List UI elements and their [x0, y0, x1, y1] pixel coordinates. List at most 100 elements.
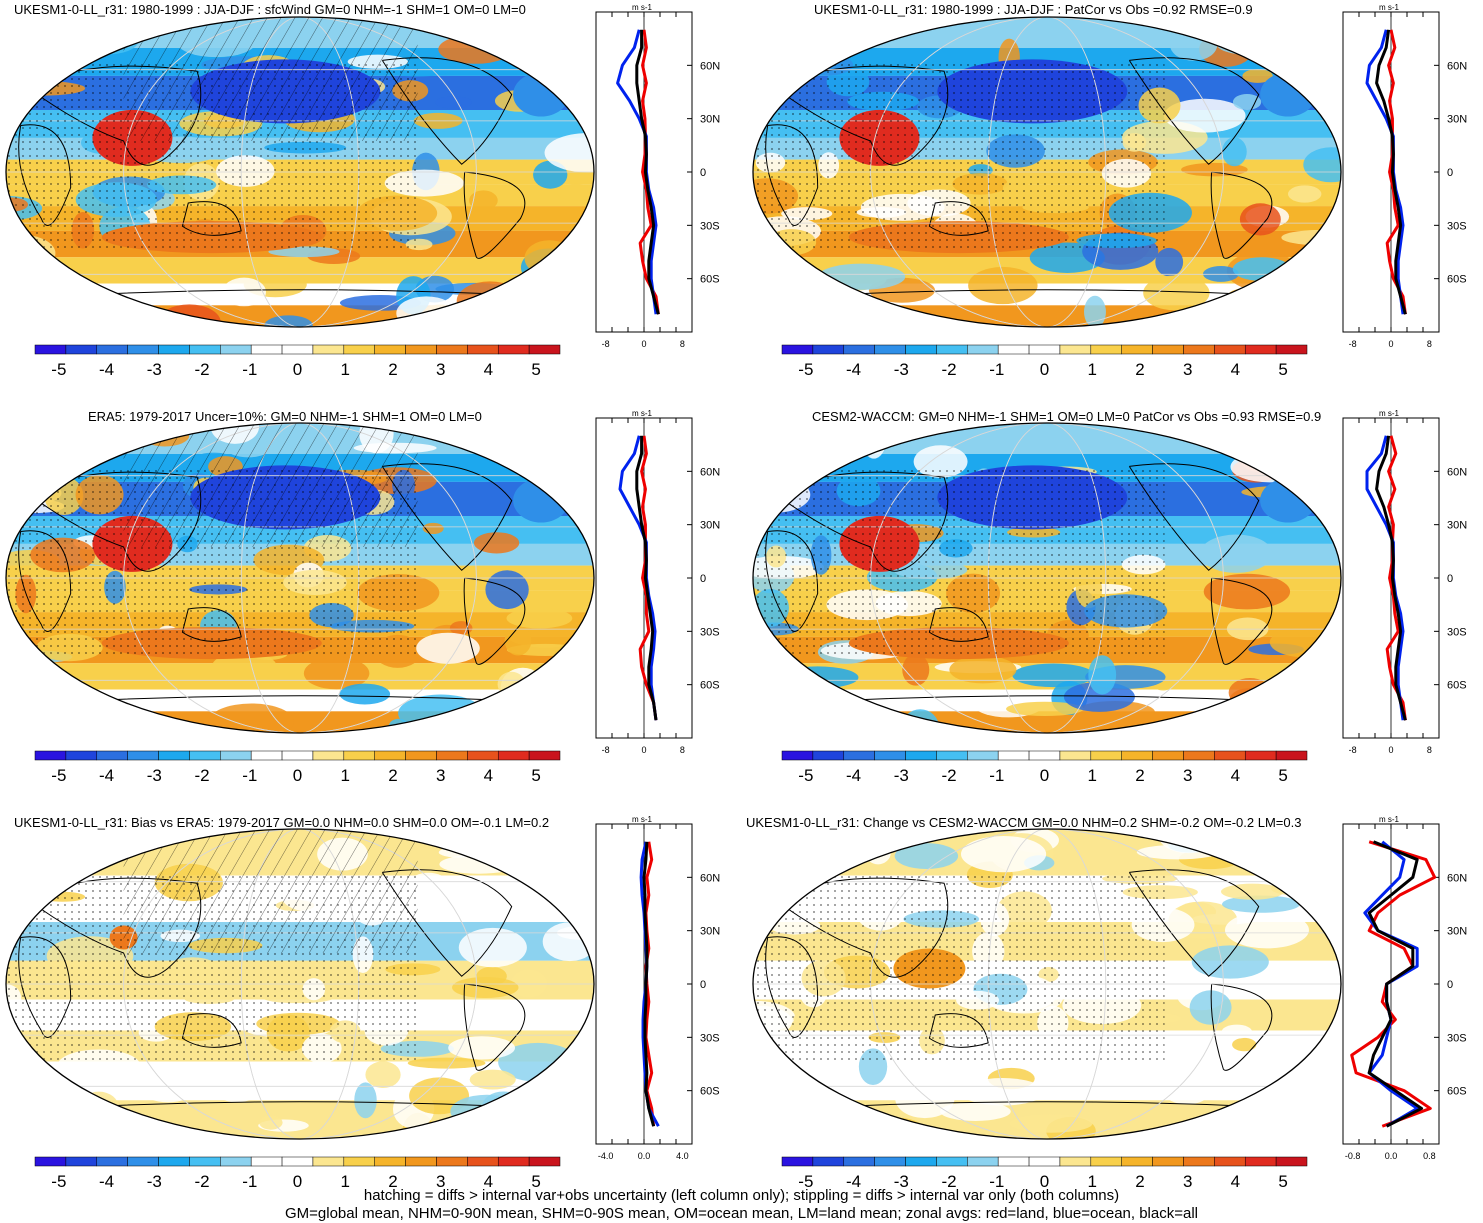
- colorbar-swatch: [528, 750, 561, 761]
- colorbar-tick-label: -4: [99, 766, 114, 785]
- map-border: [5, 16, 595, 328]
- colorbar-tick-label: 0: [293, 360, 302, 379]
- colorbar-swatch: [528, 1156, 561, 1167]
- colorbar-swatch: [812, 344, 845, 355]
- colorbar-swatch: [281, 750, 314, 761]
- map-panel-4: [752, 422, 1342, 734]
- zonal-line-land: [1385, 435, 1407, 721]
- hatching-overlay: [123, 829, 418, 953]
- lat-label: 30N: [700, 114, 720, 126]
- colorbar-swatch: [1059, 344, 1092, 355]
- hatching-overlay: [123, 423, 418, 547]
- colorbar-tick-label: -1: [989, 1172, 1004, 1191]
- lat-label: 0: [1447, 167, 1453, 179]
- colorbar-swatch: [1244, 750, 1277, 761]
- colorbar-tick-label: -5: [798, 360, 813, 379]
- zonal-line-all: [635, 29, 660, 315]
- colorbar-swatch: [874, 1156, 906, 1167]
- xtick-label: 0.0: [638, 1151, 651, 1161]
- colorbar-swatch: [220, 344, 252, 355]
- colorbar-swatch: [250, 750, 283, 761]
- map-field-2: [753, 17, 1341, 327]
- lat-label: 30S: [700, 1032, 720, 1044]
- lat-label: 30N: [1447, 926, 1467, 938]
- zonal-line-all: [1367, 840, 1424, 1128]
- colorbar-tick-label: 3: [1183, 1172, 1192, 1191]
- panel-title-1: UKESM1-0-LL_r31: 1980-1999 : JJA-DJF : s…: [14, 2, 526, 17]
- colorbar-swatch: [497, 344, 530, 355]
- map-field-5: [6, 829, 594, 1139]
- continent-north-america: [1128, 869, 1260, 977]
- colorbar-tick-label: 1: [1087, 766, 1096, 785]
- colorbar-swatch: [1275, 344, 1308, 355]
- colorbar-tick-label: 1: [340, 360, 349, 379]
- colorbar-tick-label: -1: [989, 766, 1004, 785]
- zonal-line-land: [638, 29, 660, 315]
- colorbar-tick-label: 2: [1135, 766, 1144, 785]
- colorbar-swatch: [1152, 750, 1184, 761]
- colorbar-swatch: [1028, 750, 1061, 761]
- continent-south-america: [1210, 577, 1273, 665]
- zonal-line-all: [1375, 29, 1407, 315]
- colorbar-swatch: [1214, 750, 1246, 761]
- colorbar-tick-label: 5: [531, 360, 540, 379]
- colorbar-tick-label: -1: [989, 360, 1004, 379]
- colorbar-tick-label: -5: [51, 766, 66, 785]
- colorbar-tick-label: -4: [99, 360, 114, 379]
- lat-label: 0: [700, 573, 706, 585]
- xtick-label: 8: [680, 745, 685, 755]
- lat-label: 30S: [700, 220, 720, 232]
- continent-north-america: [1128, 57, 1260, 165]
- colorbar-swatch: [189, 344, 221, 355]
- colorbar-tick-label: -2: [941, 766, 956, 785]
- colorbar-swatch: [220, 1156, 252, 1167]
- xtick-label: 4.0: [676, 1151, 689, 1161]
- colorbar-swatch: [374, 750, 406, 761]
- units-label: m s-1: [1379, 815, 1400, 824]
- colorbar-tick-label: 5: [1278, 1172, 1287, 1191]
- colorbar-5: -5 -4 -3 -2 -1 0 1 2 3 4 5: [34, 1156, 561, 1191]
- colorbar-swatch: [65, 1156, 98, 1167]
- colorbar-swatch: [1121, 1156, 1153, 1167]
- xtick-label: -8: [1349, 745, 1357, 755]
- colorbar-swatch: [812, 1156, 845, 1167]
- lat-label: 30S: [1447, 626, 1467, 638]
- colorbar-tick-label: 2: [1135, 360, 1144, 379]
- continent-south-america: [1210, 171, 1273, 259]
- lat-label: 60S: [1447, 680, 1467, 692]
- colorbar-swatch: [436, 750, 468, 761]
- colorbar-swatch: [96, 1156, 128, 1167]
- colorbar-tick-label: -4: [99, 1172, 114, 1191]
- lat-label: 30S: [700, 626, 720, 638]
- map-panel-3: [5, 422, 595, 734]
- colorbar-swatch: [65, 344, 98, 355]
- stippling-overlay: [753, 875, 1165, 1062]
- stippling-overlay: [753, 63, 1165, 250]
- zonal-plot-3: m s-1 60N 30N 0 30S 60S -8 0 8: [595, 409, 720, 755]
- colorbar-tick-label: 0: [1040, 360, 1049, 379]
- colorbar-tick-label: 3: [436, 1172, 445, 1191]
- colorbar-tick-label: 1: [340, 1172, 349, 1191]
- lat-label: 60N: [1447, 872, 1467, 884]
- map-border: [5, 828, 595, 1140]
- colorbar-tick-label: 0: [1040, 766, 1049, 785]
- colorbar-swatch: [497, 750, 530, 761]
- colorbar-tick-label: -1: [242, 1172, 257, 1191]
- colorbar-tick-label: 3: [1183, 360, 1192, 379]
- colorbar-tick-label: -5: [798, 766, 813, 785]
- colorbar-swatch: [528, 344, 561, 355]
- colorbar-tick-label: -1: [242, 360, 257, 379]
- colorbar-swatch: [189, 1156, 221, 1167]
- zonal-plot-6: m s-1 60N 30N 0 30S 60S -0.8 0.0 0.8: [1342, 815, 1467, 1161]
- colorbar-swatch: [1028, 1156, 1061, 1167]
- colorbar-swatch: [34, 344, 67, 355]
- colorbar-swatch: [1183, 750, 1215, 761]
- continent-south-america: [463, 577, 526, 665]
- colorbar-swatch: [497, 1156, 530, 1167]
- xtick-label: -4.0: [598, 1151, 614, 1161]
- footer-note-hatching: hatching = diffs > internal var+obs unce…: [363, 1187, 1120, 1204]
- colorbar-swatch: [1059, 1156, 1092, 1167]
- xtick-label: 0: [1388, 745, 1393, 755]
- zonal-plot-4: m s-1 60N 30N 0 30S 60S -8 0 8: [1342, 409, 1467, 755]
- colorbar-swatch: [1275, 750, 1308, 761]
